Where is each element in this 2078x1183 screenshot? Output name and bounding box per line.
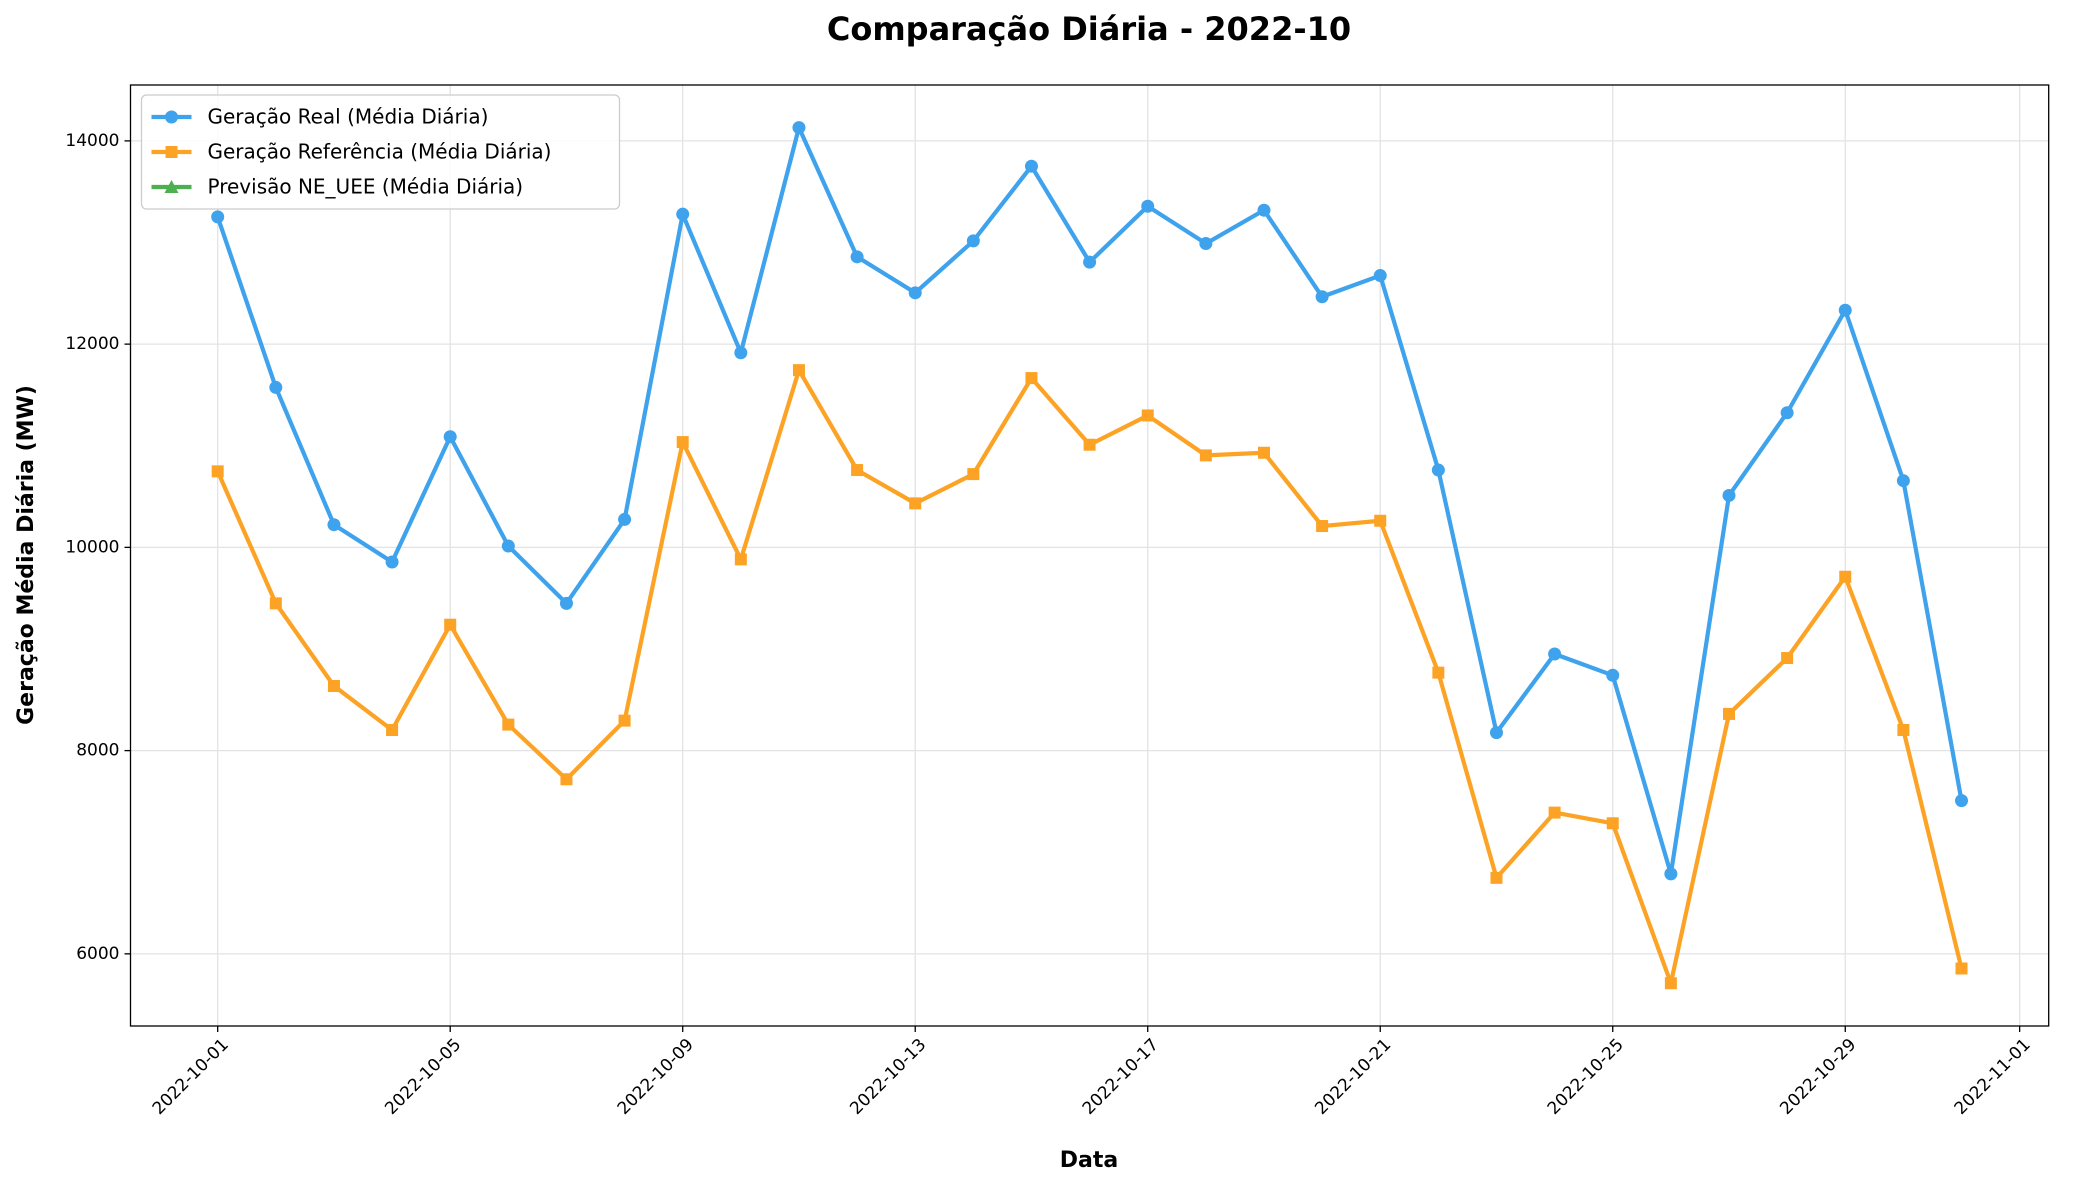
legend-label: Geração Referência (Média Diária): [208, 140, 552, 164]
marker: [327, 518, 341, 532]
marker: [1896, 474, 1910, 488]
marker: [164, 180, 179, 193]
marker: [1083, 438, 1096, 451]
marker: [211, 210, 225, 224]
marker: [560, 773, 573, 786]
marker: [1316, 520, 1329, 533]
marker: [269, 380, 283, 394]
x-tick-label: 2022-10-09: [614, 1035, 698, 1119]
marker: [1664, 977, 1677, 990]
marker: [1780, 406, 1794, 420]
marker: [269, 597, 282, 610]
marker: [908, 286, 922, 300]
y-tick-label: 6000: [76, 944, 119, 964]
marker: [1955, 794, 1969, 808]
marker: [966, 234, 980, 248]
marker: [1548, 647, 1562, 661]
x-tick-label: 2022-10-21: [1311, 1035, 1395, 1119]
marker: [1315, 290, 1329, 304]
marker: [502, 718, 515, 731]
series-line: [215, 125, 1964, 876]
marker: [165, 146, 178, 158]
marker: [327, 679, 340, 692]
marker: [618, 714, 631, 727]
legend-label: Geração Real (Média Diária): [208, 105, 489, 129]
marker: [1374, 514, 1387, 527]
marker: [792, 121, 806, 135]
y-tick-label: 10000: [65, 537, 119, 557]
legend-box: [140, 94, 621, 210]
marker: [676, 207, 690, 221]
marker: [443, 430, 457, 444]
marker: [1432, 666, 1445, 679]
marker: [1897, 723, 1910, 736]
y-axis-label: Geração Média Diária (MW): [14, 385, 39, 725]
marker: [1141, 409, 1154, 422]
marker: [1490, 871, 1503, 884]
marker: [385, 555, 399, 569]
marker: [165, 110, 178, 124]
x-axis-label: Data: [1060, 1148, 1118, 1173]
plot-frame: [129, 84, 2050, 1027]
marker: [1781, 652, 1794, 665]
marker: [1373, 269, 1387, 283]
y-tick-label: 14000: [65, 131, 119, 151]
marker: [618, 512, 632, 526]
x-tick-label: 2022-10-05: [381, 1035, 465, 1119]
marker: [1606, 668, 1620, 682]
marker: [1025, 372, 1038, 385]
marker: [1199, 237, 1213, 251]
marker: [1083, 255, 1097, 269]
marker: [1141, 199, 1155, 213]
marker: [1548, 806, 1561, 819]
x-tick-label: 2022-10-17: [1079, 1035, 1163, 1119]
marker: [1489, 726, 1503, 740]
marker: [444, 618, 457, 631]
y-tick-label: 12000: [65, 334, 119, 354]
marker: [851, 464, 864, 477]
marker: [1024, 159, 1038, 173]
marker: [1431, 463, 1445, 477]
marker: [1723, 707, 1735, 720]
marker: [1838, 303, 1852, 317]
marker: [734, 553, 747, 566]
x-tick-label: 2022-10-01: [149, 1035, 233, 1119]
marker: [676, 436, 689, 449]
marker: [559, 596, 573, 610]
marker: [386, 723, 399, 736]
marker: [1606, 817, 1619, 830]
marker: [1955, 962, 1968, 975]
marker: [1722, 488, 1736, 502]
marker: [501, 539, 515, 553]
chart-title: Comparação Diária - 2022-10: [827, 10, 1351, 48]
marker: [1199, 449, 1212, 462]
marker: [1664, 867, 1678, 881]
marker: [211, 465, 224, 478]
marker: [1257, 446, 1270, 459]
legend-label: Previsão NE_UEE (Média Diária): [208, 175, 524, 199]
x-tick-label: 2022-11-01: [1951, 1035, 2035, 1119]
marker: [1839, 570, 1852, 583]
marker: [792, 364, 805, 377]
x-tick-label: 2022-10-25: [1544, 1035, 1628, 1119]
x-tick-label: 2022-10-13: [846, 1035, 930, 1119]
x-tick-label: 2022-10-29: [1776, 1035, 1860, 1119]
marker: [850, 250, 864, 264]
y-tick-label: 8000: [76, 741, 119, 761]
marker: [1257, 203, 1271, 217]
marker: [967, 468, 980, 481]
marker: [734, 346, 748, 360]
marker: [909, 497, 922, 510]
